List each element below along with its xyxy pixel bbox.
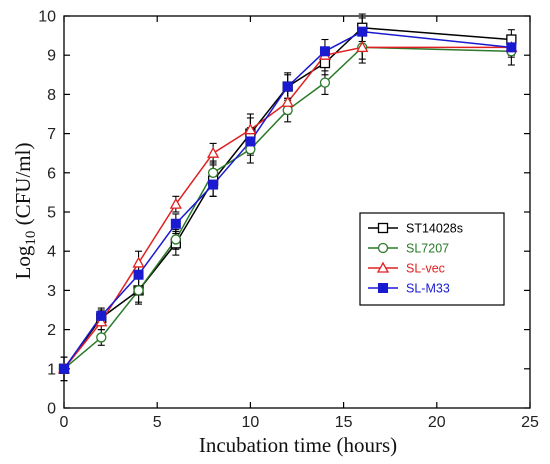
- axes: 0 5 10 15 20 25 0 1 2 3 4 5 6 7 8 9 10: [38, 9, 539, 432]
- legend: ST14028s SL7207 SL-vec SL-M33: [359, 212, 505, 306]
- legend-marker: [377, 222, 389, 234]
- x-tick-label: 10: [242, 414, 260, 431]
- data-point: [506, 42, 517, 53]
- data-point: [357, 26, 368, 37]
- legend-item: ST14028s: [368, 222, 463, 236]
- y-tick-label: 3: [47, 283, 56, 300]
- legend-label: SL-M33: [406, 282, 450, 296]
- legend-item: SL-vec: [368, 262, 445, 276]
- series-line: [63, 26, 512, 370]
- y-tick-label: 1: [47, 361, 56, 378]
- x-axis-title: Incubation time (hours): [199, 433, 397, 457]
- x-tick-label: 0: [60, 414, 69, 431]
- y-tick-label: 4: [47, 244, 56, 261]
- x-tick-label: 20: [428, 414, 446, 431]
- y-tick-label: 2: [47, 322, 56, 339]
- y-axis-title-base: Log: [11, 245, 35, 279]
- series-layer: [57, 13, 518, 382]
- data-point: [319, 57, 331, 69]
- series-line: [63, 30, 512, 370]
- data-point: [170, 234, 181, 245]
- series-line: [63, 46, 512, 370]
- y-tick-label: 7: [47, 126, 56, 143]
- y-tick-label: 0: [47, 401, 56, 418]
- data-point: [244, 123, 257, 135]
- legend-marker: [377, 242, 389, 254]
- data-point: [207, 167, 219, 178]
- data-point: [133, 269, 144, 280]
- data-point: [281, 95, 294, 107]
- data-point: [170, 218, 181, 229]
- legend-marker: [378, 283, 388, 293]
- data-point: [319, 77, 331, 88]
- plot-frame: [63, 15, 531, 409]
- legend-item: SL-M33: [368, 282, 450, 296]
- data-point: [59, 363, 69, 374]
- y-tick-label: 10: [38, 9, 56, 26]
- data-point: [133, 285, 144, 296]
- y-tick-label: 8: [47, 87, 56, 104]
- markers-sl-m33: [59, 26, 517, 374]
- x-tick-label: 25: [521, 414, 539, 431]
- data-point: [319, 46, 330, 57]
- data-point: [207, 146, 220, 158]
- data-point: [132, 256, 145, 268]
- y-axis-title: Log10 (CFU/ml): [11, 143, 39, 280]
- legend-item: SL7207: [368, 242, 449, 256]
- data-point: [282, 104, 293, 116]
- legend-label: SL7207: [406, 242, 449, 256]
- y-tick-label: 6: [47, 165, 56, 182]
- series-line: [63, 46, 512, 370]
- y-tick-label: 9: [47, 48, 56, 65]
- legend-label: ST14028s: [406, 222, 463, 236]
- legend-marker: [376, 261, 390, 273]
- x-tick-label: 5: [153, 414, 162, 431]
- data-point: [282, 81, 293, 92]
- x-tick-label: 15: [335, 414, 353, 431]
- data-point: [95, 315, 108, 327]
- y-axis-title-subscript: 10: [23, 231, 39, 246]
- legend-label: SL-vec: [406, 262, 445, 276]
- data-point: [245, 136, 256, 147]
- data-point: [169, 197, 182, 209]
- data-point: [96, 310, 107, 321]
- data-point: [208, 179, 219, 190]
- data-point: [96, 332, 107, 343]
- y-tick-label: 5: [47, 205, 56, 222]
- series-st14028s: [60, 13, 515, 382]
- y-axis-title-unit: (CFU/ml): [11, 143, 35, 231]
- data-point: [356, 41, 369, 53]
